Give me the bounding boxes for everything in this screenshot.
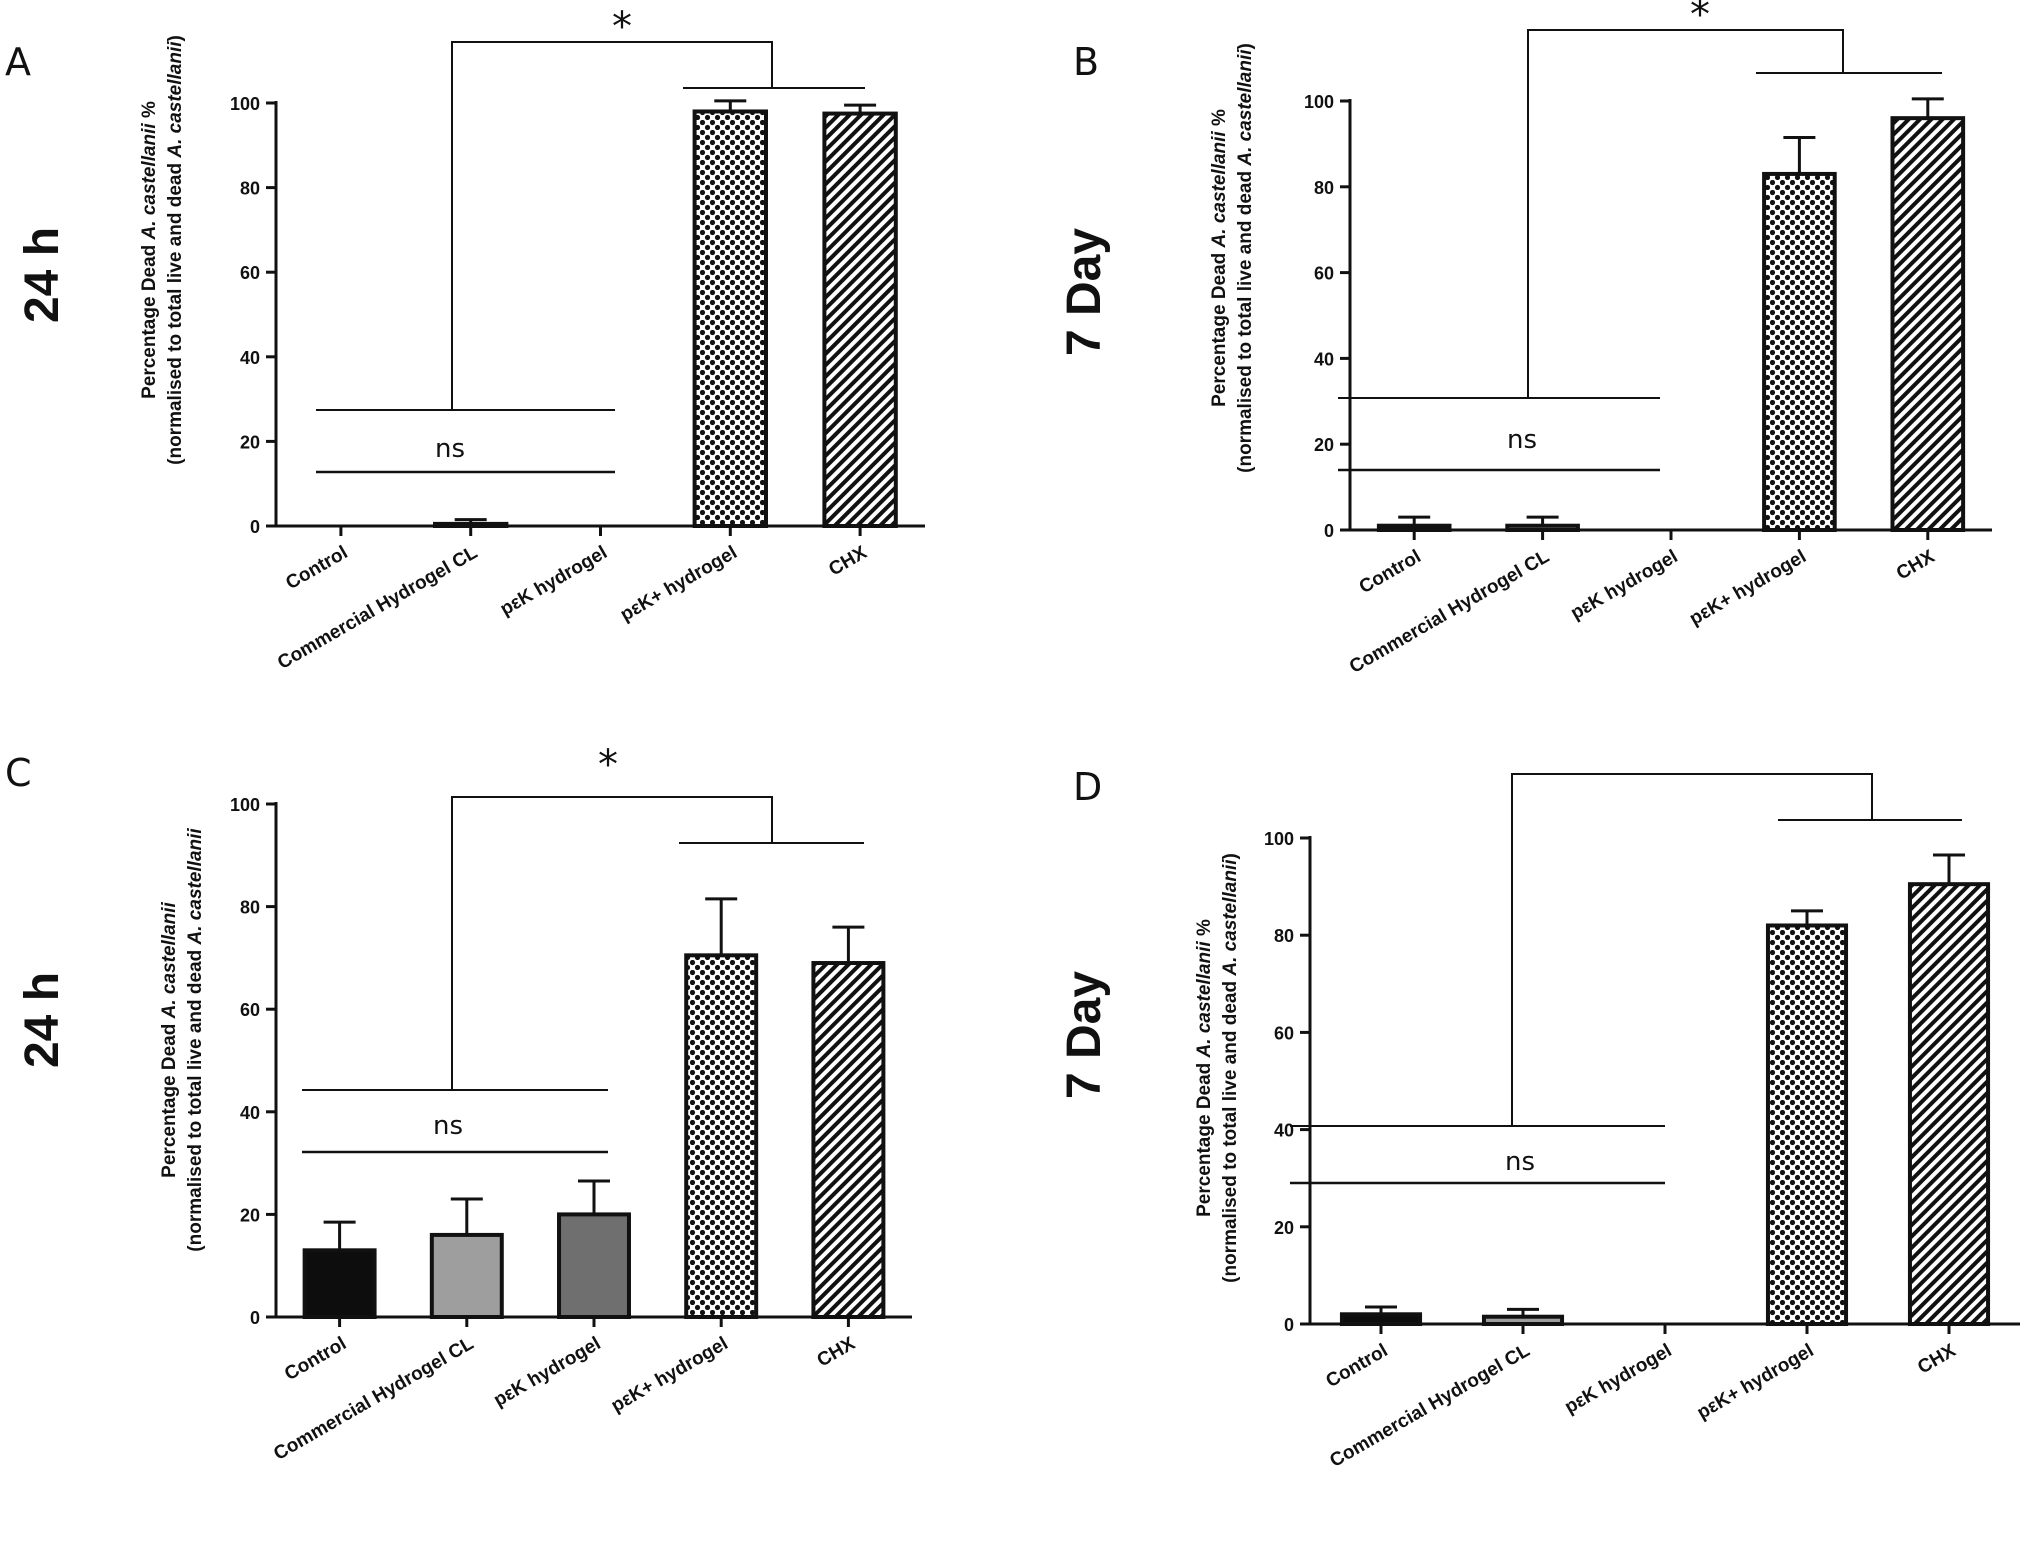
x-tick-label: pεK hydrogel: [1567, 546, 1681, 624]
y-tick-label: 80: [240, 898, 260, 918]
x-tick-label: pεK hydrogel: [1561, 1340, 1675, 1418]
y-axis-label-line1: Percentage Dead A. castellanii %: [1194, 919, 1215, 1217]
significance-bracket: [1511, 773, 1873, 1126]
y-tick-label: 20: [1314, 435, 1334, 455]
bar: [302, 1248, 377, 1320]
y-axis-label: Percentage Dead A. castellanii %(normali…: [1194, 853, 1241, 1283]
panel-c: C 24 h Percentage Dead A. castellanii (norm…: [5, 742, 912, 1465]
y-axis-label-line2: (normalised to total live and dead A. ca…: [1235, 43, 1256, 473]
x-tick-label: pεK+ hydrogel: [617, 542, 741, 626]
panel-b: B 7 Day Percentage Dead A. castellanii %(n…: [1058, 0, 1992, 678]
y-axis-label: Percentage Dead A. castellanii %(normali…: [139, 35, 186, 465]
x-tick-label: Control: [281, 1333, 350, 1385]
ns-label: ns: [1507, 425, 1537, 455]
y-tick-label: 60: [240, 1000, 260, 1020]
bar: [1907, 882, 1991, 1326]
y-tick-label: 0: [1324, 521, 1334, 541]
y-tick-label: 100: [1264, 829, 1294, 849]
y-axis-label-line2: (normalised to total live and dead A. ca…: [1220, 853, 1241, 1283]
y-tick-label: 40: [1314, 349, 1334, 369]
x-tick-label: CHX: [814, 1333, 860, 1371]
panel-a: A 24 h Percentage Dead A. castellanii %(no…: [5, 4, 925, 674]
significance-bracket: [451, 41, 773, 410]
x-tick-label: Commercial Hydrogel CL: [270, 1333, 477, 1465]
ns-label: ns: [1505, 1147, 1535, 1177]
time-label: 7 Day: [1058, 228, 1111, 356]
x-tick-label: pεK+ hydrogel: [1694, 1340, 1818, 1424]
significance-star: *: [612, 4, 632, 50]
bar: [811, 961, 886, 1320]
bar: [684, 953, 759, 1320]
bar: [429, 1232, 504, 1320]
bar: [1890, 116, 1966, 532]
y-axis-label-line1: Percentage Dead A. castellanii %: [139, 101, 160, 399]
y-tick-label: 80: [1274, 926, 1294, 946]
y-tick-label: 0: [250, 517, 260, 537]
y-tick-label: 80: [1314, 178, 1334, 198]
x-tick-label: pεK hydrogel: [497, 542, 611, 620]
significance-star: *: [1690, 0, 1710, 38]
significance-bracket: [451, 796, 773, 1090]
y-tick-label: 40: [240, 348, 260, 368]
bar: [433, 521, 509, 529]
x-tick-label: CHX: [825, 542, 871, 580]
y-axis-label: Percentage Dead A. castellanii %(normali…: [1209, 43, 1256, 473]
bar: [822, 111, 898, 528]
y-tick-label: 20: [1274, 1218, 1294, 1238]
y-axis-label-line1: Percentage Dead A. castellanii: [159, 901, 180, 1177]
ns-label: ns: [435, 434, 465, 464]
x-tick-label: CHX: [1893, 546, 1939, 584]
panel-d: D 7 Day Percentage Dead A. castellanii %(n…: [1058, 765, 2020, 1472]
bar: [1481, 1314, 1565, 1326]
time-label: 24 h: [16, 972, 69, 1068]
y-tick-label: 100: [230, 94, 260, 114]
x-tick-label: pεK+ hydrogel: [608, 1333, 732, 1417]
bar: [1762, 171, 1837, 532]
bar: [692, 109, 768, 529]
x-tick-label: Commercial Hydrogel CL: [1346, 546, 1553, 678]
bar: [1765, 923, 1849, 1326]
y-axis-label: Percentage Dead A. castellanii (normalise…: [159, 828, 206, 1252]
x-tick-label: Control: [1356, 546, 1425, 598]
significance-star: *: [598, 742, 618, 788]
y-tick-label: 100: [230, 795, 260, 815]
y-tick-label: 0: [1284, 1315, 1294, 1335]
bar: [1376, 523, 1452, 533]
time-label: 7 Day: [1058, 971, 1111, 1099]
y-tick-label: 40: [1274, 1121, 1294, 1141]
y-tick-label: 60: [1274, 1023, 1294, 1043]
x-tick-label: pεK+ hydrogel: [1686, 546, 1810, 630]
panel-letter: B: [1073, 40, 1099, 84]
y-axis-label-line2: (normalised to total live and dead A. ca…: [165, 35, 186, 465]
x-tick-label: CHX: [1914, 1340, 1960, 1378]
ns-label: ns: [433, 1111, 463, 1141]
y-tick-label: 0: [250, 1308, 260, 1328]
x-tick-label: pεK hydrogel: [490, 1333, 604, 1411]
y-axis-label-line2: (normalised to total live and dead A. ca…: [185, 828, 206, 1252]
panel-letter: C: [5, 751, 32, 795]
y-tick-label: 20: [240, 1205, 260, 1225]
y-tick-label: 60: [1314, 264, 1334, 284]
panel-letter: A: [5, 40, 31, 84]
bar: [557, 1212, 631, 1320]
x-tick-label: Control: [282, 542, 351, 594]
y-axis-label-line1: Percentage Dead A. castellanii %: [1209, 109, 1230, 407]
time-label: 24 h: [16, 227, 69, 323]
y-tick-label: 100: [1304, 92, 1334, 112]
panel-letter: D: [1073, 765, 1102, 809]
bar: [1339, 1312, 1423, 1327]
bar: [1505, 523, 1580, 533]
significance-bracket: [1527, 29, 1844, 398]
x-tick-label: Control: [1323, 1340, 1392, 1392]
y-tick-label: 20: [240, 432, 260, 452]
y-tick-label: 60: [240, 263, 260, 283]
y-tick-label: 80: [240, 179, 260, 199]
y-tick-label: 40: [240, 1103, 260, 1123]
